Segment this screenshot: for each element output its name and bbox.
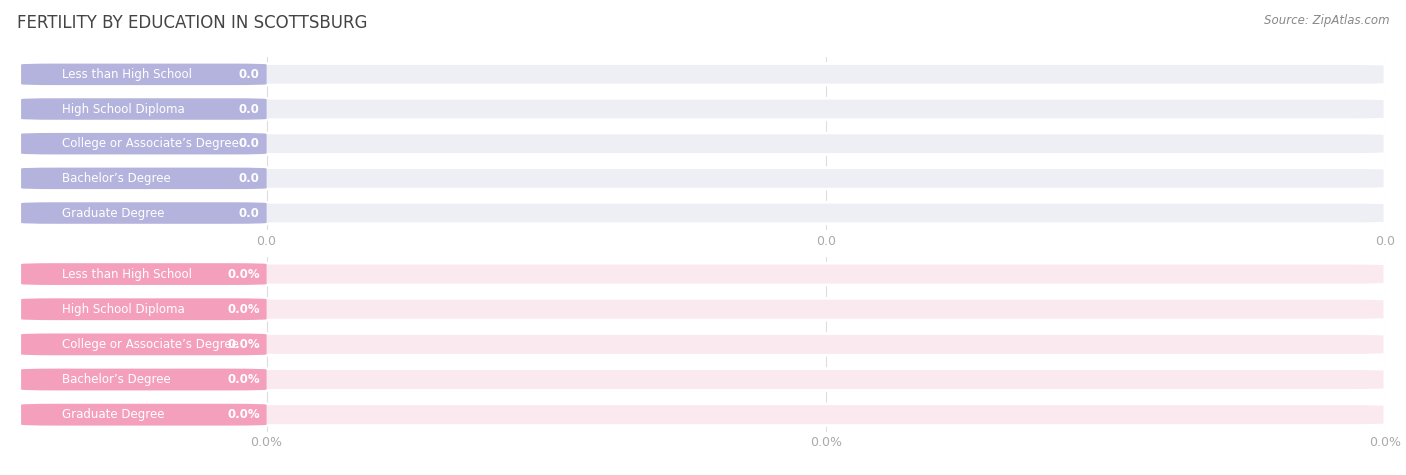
Text: 0.0: 0.0 (239, 137, 260, 150)
Text: 0.0: 0.0 (256, 235, 277, 247)
FancyBboxPatch shape (21, 369, 1385, 390)
Text: 0.0%: 0.0% (228, 338, 260, 351)
FancyBboxPatch shape (21, 404, 1385, 426)
Text: College or Associate’s Degree: College or Associate’s Degree (62, 338, 239, 351)
FancyBboxPatch shape (21, 202, 1385, 224)
FancyBboxPatch shape (21, 133, 267, 154)
FancyBboxPatch shape (21, 98, 1385, 120)
Text: Graduate Degree: Graduate Degree (62, 408, 165, 421)
FancyBboxPatch shape (21, 98, 267, 120)
Text: 0.0: 0.0 (239, 103, 260, 115)
FancyBboxPatch shape (21, 333, 267, 355)
FancyBboxPatch shape (21, 202, 267, 224)
Text: Less than High School: Less than High School (62, 68, 193, 81)
Text: 0.0%: 0.0% (250, 437, 283, 449)
Text: 0.0%: 0.0% (1369, 437, 1400, 449)
Text: High School Diploma: High School Diploma (62, 103, 184, 115)
Text: 0.0: 0.0 (1375, 235, 1395, 247)
Text: 0.0: 0.0 (239, 172, 260, 185)
Text: Bachelor’s Degree: Bachelor’s Degree (62, 373, 170, 386)
Text: 0.0%: 0.0% (810, 437, 842, 449)
Text: High School Diploma: High School Diploma (62, 303, 184, 316)
Text: 0.0: 0.0 (815, 235, 835, 247)
Text: College or Associate’s Degree: College or Associate’s Degree (62, 137, 239, 150)
FancyBboxPatch shape (21, 64, 267, 85)
Text: FERTILITY BY EDUCATION IN SCOTTSBURG: FERTILITY BY EDUCATION IN SCOTTSBURG (17, 14, 367, 32)
FancyBboxPatch shape (21, 404, 267, 426)
FancyBboxPatch shape (21, 298, 1385, 320)
Text: 0.0%: 0.0% (228, 267, 260, 281)
FancyBboxPatch shape (21, 168, 267, 189)
Text: 0.0%: 0.0% (228, 303, 260, 316)
Text: Bachelor’s Degree: Bachelor’s Degree (62, 172, 170, 185)
Text: 0.0: 0.0 (239, 68, 260, 81)
FancyBboxPatch shape (21, 64, 1385, 85)
FancyBboxPatch shape (21, 263, 267, 285)
Text: 0.0: 0.0 (239, 207, 260, 219)
FancyBboxPatch shape (21, 168, 1385, 189)
FancyBboxPatch shape (21, 133, 1385, 154)
FancyBboxPatch shape (21, 263, 1385, 285)
FancyBboxPatch shape (21, 298, 267, 320)
Text: 0.0%: 0.0% (228, 373, 260, 386)
Text: Less than High School: Less than High School (62, 267, 193, 281)
Text: 0.0%: 0.0% (228, 408, 260, 421)
Text: Graduate Degree: Graduate Degree (62, 207, 165, 219)
Text: Source: ZipAtlas.com: Source: ZipAtlas.com (1264, 14, 1389, 27)
FancyBboxPatch shape (21, 333, 1385, 355)
FancyBboxPatch shape (21, 369, 267, 390)
